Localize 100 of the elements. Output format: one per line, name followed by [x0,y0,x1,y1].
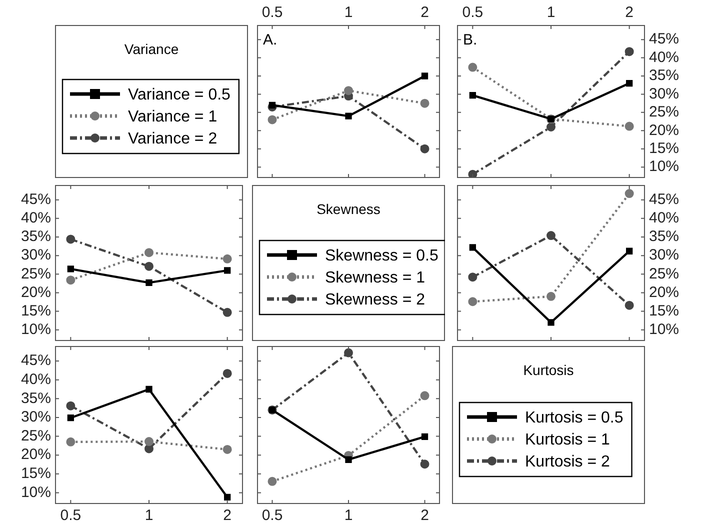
y-tick-label: 10% [20,484,51,501]
point [144,262,154,271]
annotation: A. [263,32,278,49]
legend-label: Variance = 0.5 [128,86,231,104]
point [345,456,352,463]
point [146,279,152,286]
point [624,300,634,310]
legend-label: Variance = 2 [128,130,218,148]
point [222,308,232,317]
point [546,231,556,240]
y-tick-label: 20% [20,284,51,301]
x-tick-label: 1 [344,507,353,523]
y-tick-label: 35% [20,390,51,407]
y-tick-label: 15% [20,465,51,482]
point [224,267,231,274]
y-tick-label: 40% [649,210,680,227]
point [66,437,76,446]
y-tick-label: 35% [20,228,51,246]
x-tick-label: 2 [420,507,429,523]
point [66,234,76,244]
legend-label: Skewness = 1 [325,269,426,286]
x-tick-label: 0.5 [262,507,283,523]
x-tick-label: 1 [546,4,556,22]
point [67,266,74,272]
y-tick-label: 20% [649,122,680,139]
point [222,444,232,454]
point [144,248,154,258]
y-tick-label: 40% [20,371,51,388]
point [66,276,76,285]
y-tick-label: 20% [649,284,680,301]
y-tick-label: 45% [20,191,51,208]
x-tick-label: 2 [625,4,634,22]
y-tick-label: 10% [20,321,51,338]
point [67,414,74,422]
y-tick-label: 30% [649,246,680,264]
x-tick-label: 0.5 [262,4,283,22]
text: Kurtosis [523,362,574,378]
point [146,386,152,393]
legend-label: Kurtosis = 1 [525,431,610,448]
y-tick-label: 25% [649,104,680,121]
x-tick-label: 0.5 [462,4,484,22]
y-tick-label: 25% [649,265,680,282]
y-tick-label: 30% [649,85,680,102]
y-tick-label: 25% [20,427,51,444]
legend-label: Kurtosis = 0.5 [525,409,624,426]
point [222,254,232,264]
point [468,297,478,306]
annotation: B. [463,32,478,49]
point [626,248,633,254]
point [469,244,476,251]
y-tick-label: 30% [20,246,51,264]
point [420,460,430,469]
y-tick-label: 15% [20,302,51,320]
x-tick-label: 0.5 [60,507,82,523]
point [548,319,554,326]
y-tick-label: 20% [20,446,51,464]
y-tick-label: 35% [649,228,680,246]
x-tick-label: 2 [223,507,232,523]
point [420,391,430,400]
legend-label: Kurtosis = 2 [525,453,610,470]
point [421,72,428,80]
point [345,112,352,120]
point [624,189,634,198]
point [344,348,353,358]
point [420,98,430,108]
x-tick-label: 1 [144,507,154,523]
point [268,476,277,486]
text: Skewness [316,200,380,217]
y-tick-label: 45% [649,191,680,208]
y-tick-label: 15% [649,140,680,157]
point [468,62,478,72]
point [224,494,231,501]
point [421,433,428,440]
text: Variance [124,40,179,57]
legend-label: Variance = 1 [128,108,218,126]
y-tick-label: 15% [649,302,680,320]
x-tick-label: 2 [420,4,429,22]
legend-label: Skewness = 2 [325,291,426,308]
point [624,122,634,131]
point [624,47,634,56]
legend-label: Skewness = 0.5 [325,247,438,264]
x-tick-label: 1 [344,4,353,22]
y-tick-label: 10% [649,158,680,176]
y-tick-label: 25% [20,265,51,282]
point [66,401,76,410]
point [468,272,478,282]
point [546,292,556,301]
point [268,102,276,108]
point [420,144,430,154]
point [626,80,633,87]
y-tick-label: 10% [649,321,680,338]
y-tick-label: 45% [20,352,51,370]
point [469,92,476,99]
point [546,122,556,132]
point [268,115,277,124]
y-tick-label: 40% [20,210,51,227]
y-tick-label: 45% [649,30,680,48]
point [144,437,154,446]
y-tick-label: 30% [20,408,51,426]
y-tick-label: 35% [649,67,680,84]
